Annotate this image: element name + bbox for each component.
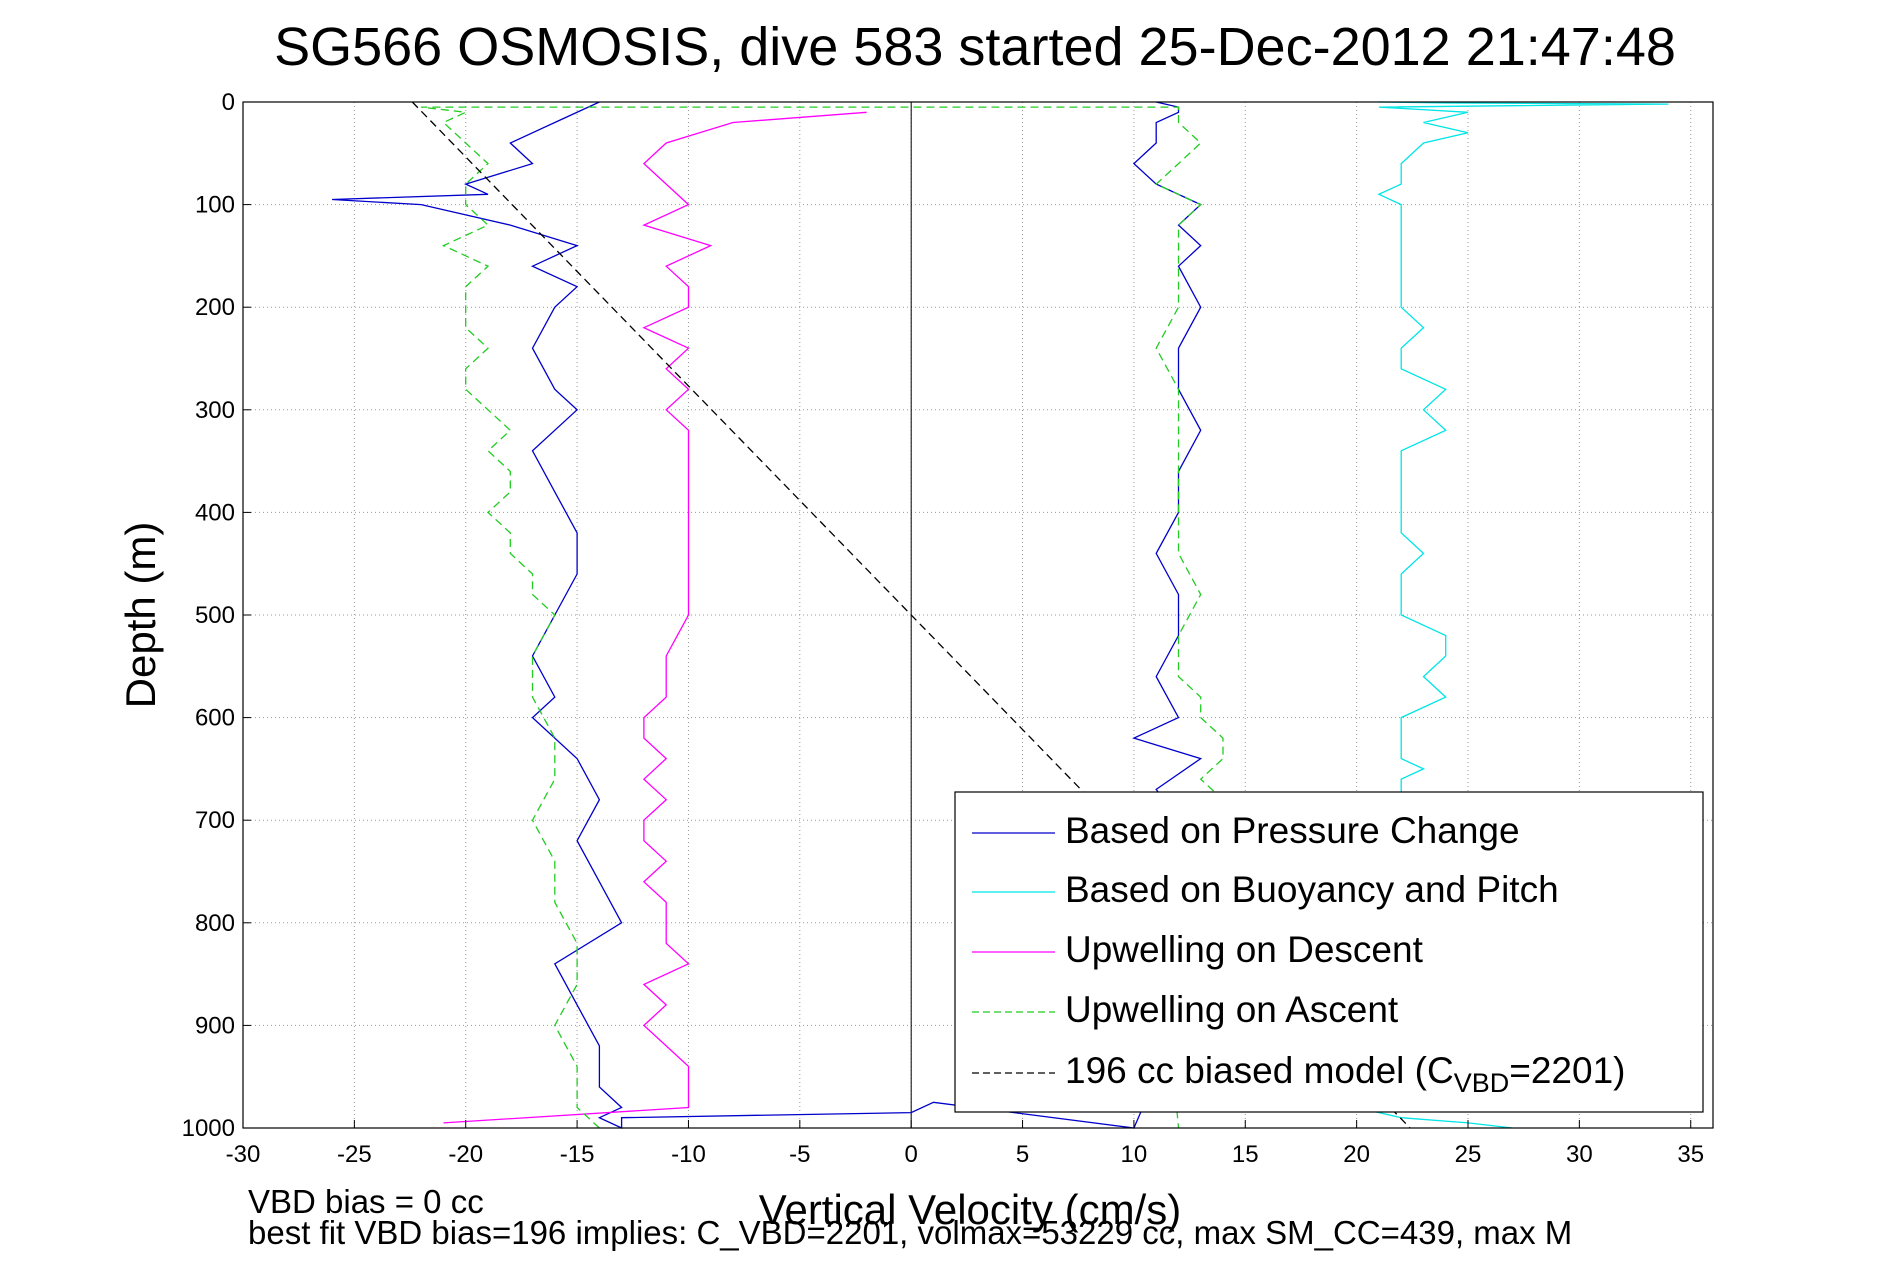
y-tick-label: 200	[195, 294, 235, 321]
x-tick-label: 20	[1343, 1141, 1370, 1168]
legend-model-suffix: =2201)	[1509, 1050, 1625, 1091]
series-line-4	[411, 101, 1411, 1129]
series-line-3	[421, 106, 1225, 1129]
legend-box	[954, 791, 1704, 1113]
y-tick-label: 500	[195, 602, 235, 629]
series-line-2	[443, 111, 867, 1124]
y-tick-label: 900	[195, 1012, 235, 1039]
y-tick-label: 1000	[182, 1115, 235, 1142]
x-tick-label: -10	[671, 1141, 706, 1168]
x-tick-label: 10	[1121, 1141, 1148, 1168]
legend-label: Upwelling on Ascent	[1065, 989, 1399, 1030]
x-axis-label: Vertical Velocity (cm/s)	[759, 1186, 1181, 1233]
y-tick-label: 100	[195, 192, 235, 219]
legend-label: Upwelling on Descent	[1065, 929, 1424, 970]
y-tick-label: 300	[195, 397, 235, 424]
y-tick-label: 0	[222, 89, 235, 116]
x-tick-label: -25	[337, 1141, 372, 1168]
legend-label-model: 196 cc biased model (CVBD=2201)	[1065, 1050, 1625, 1098]
x-tick-label: 30	[1566, 1141, 1593, 1168]
legend: Based on Pressure Change Based on Buoyanc…	[954, 791, 1704, 1113]
x-tick-label: 5	[1016, 1141, 1029, 1168]
legend-items: Based on Pressure Change Based on Buoyanc…	[972, 810, 1559, 1030]
legend-model-subscript: VBD	[1454, 1068, 1510, 1098]
x-tick-label: 0	[905, 1141, 918, 1168]
plot-lines	[332, 101, 1669, 1130]
x-tick-label: 15	[1232, 1141, 1259, 1168]
y-tick-label: 700	[195, 807, 235, 834]
y-tick-label: 800	[195, 910, 235, 937]
x-axis-ticks: -30 -25 -20 -15 -10 -5 0 5 10 15 20 25 30 35	[226, 1120, 1704, 1168]
x-tick-label: 35	[1677, 1141, 1704, 1168]
chart-title: SG566 OSMOSIS, dive 583 started 25-Dec-2…	[274, 17, 1676, 77]
y-axis-label: Depth (m)	[117, 522, 164, 709]
x-tick-label: 25	[1455, 1141, 1482, 1168]
x-tick-label: -30	[226, 1141, 261, 1168]
x-tick-label: -20	[448, 1141, 483, 1168]
y-tick-label: 600	[195, 705, 235, 732]
y-axis-ticks: 0 100 200 300 400 500 600 700 800 900 1000	[182, 89, 251, 1142]
x-tick-label: -15	[560, 1141, 595, 1168]
vbd-bias-note: VBD bias = 0 cc	[248, 1183, 484, 1220]
legend-label: Based on Pressure Change	[1065, 810, 1520, 851]
best-fit-note: best fit VBD bias=196 implies: C_VBD=220…	[248, 1214, 1572, 1251]
legend-label: Based on Buoyancy and Pitch	[1065, 869, 1559, 910]
x-tick-label: -5	[789, 1141, 810, 1168]
y-tick-label: 400	[195, 499, 235, 526]
legend-model-prefix: 196 cc biased model (C	[1065, 1050, 1454, 1091]
